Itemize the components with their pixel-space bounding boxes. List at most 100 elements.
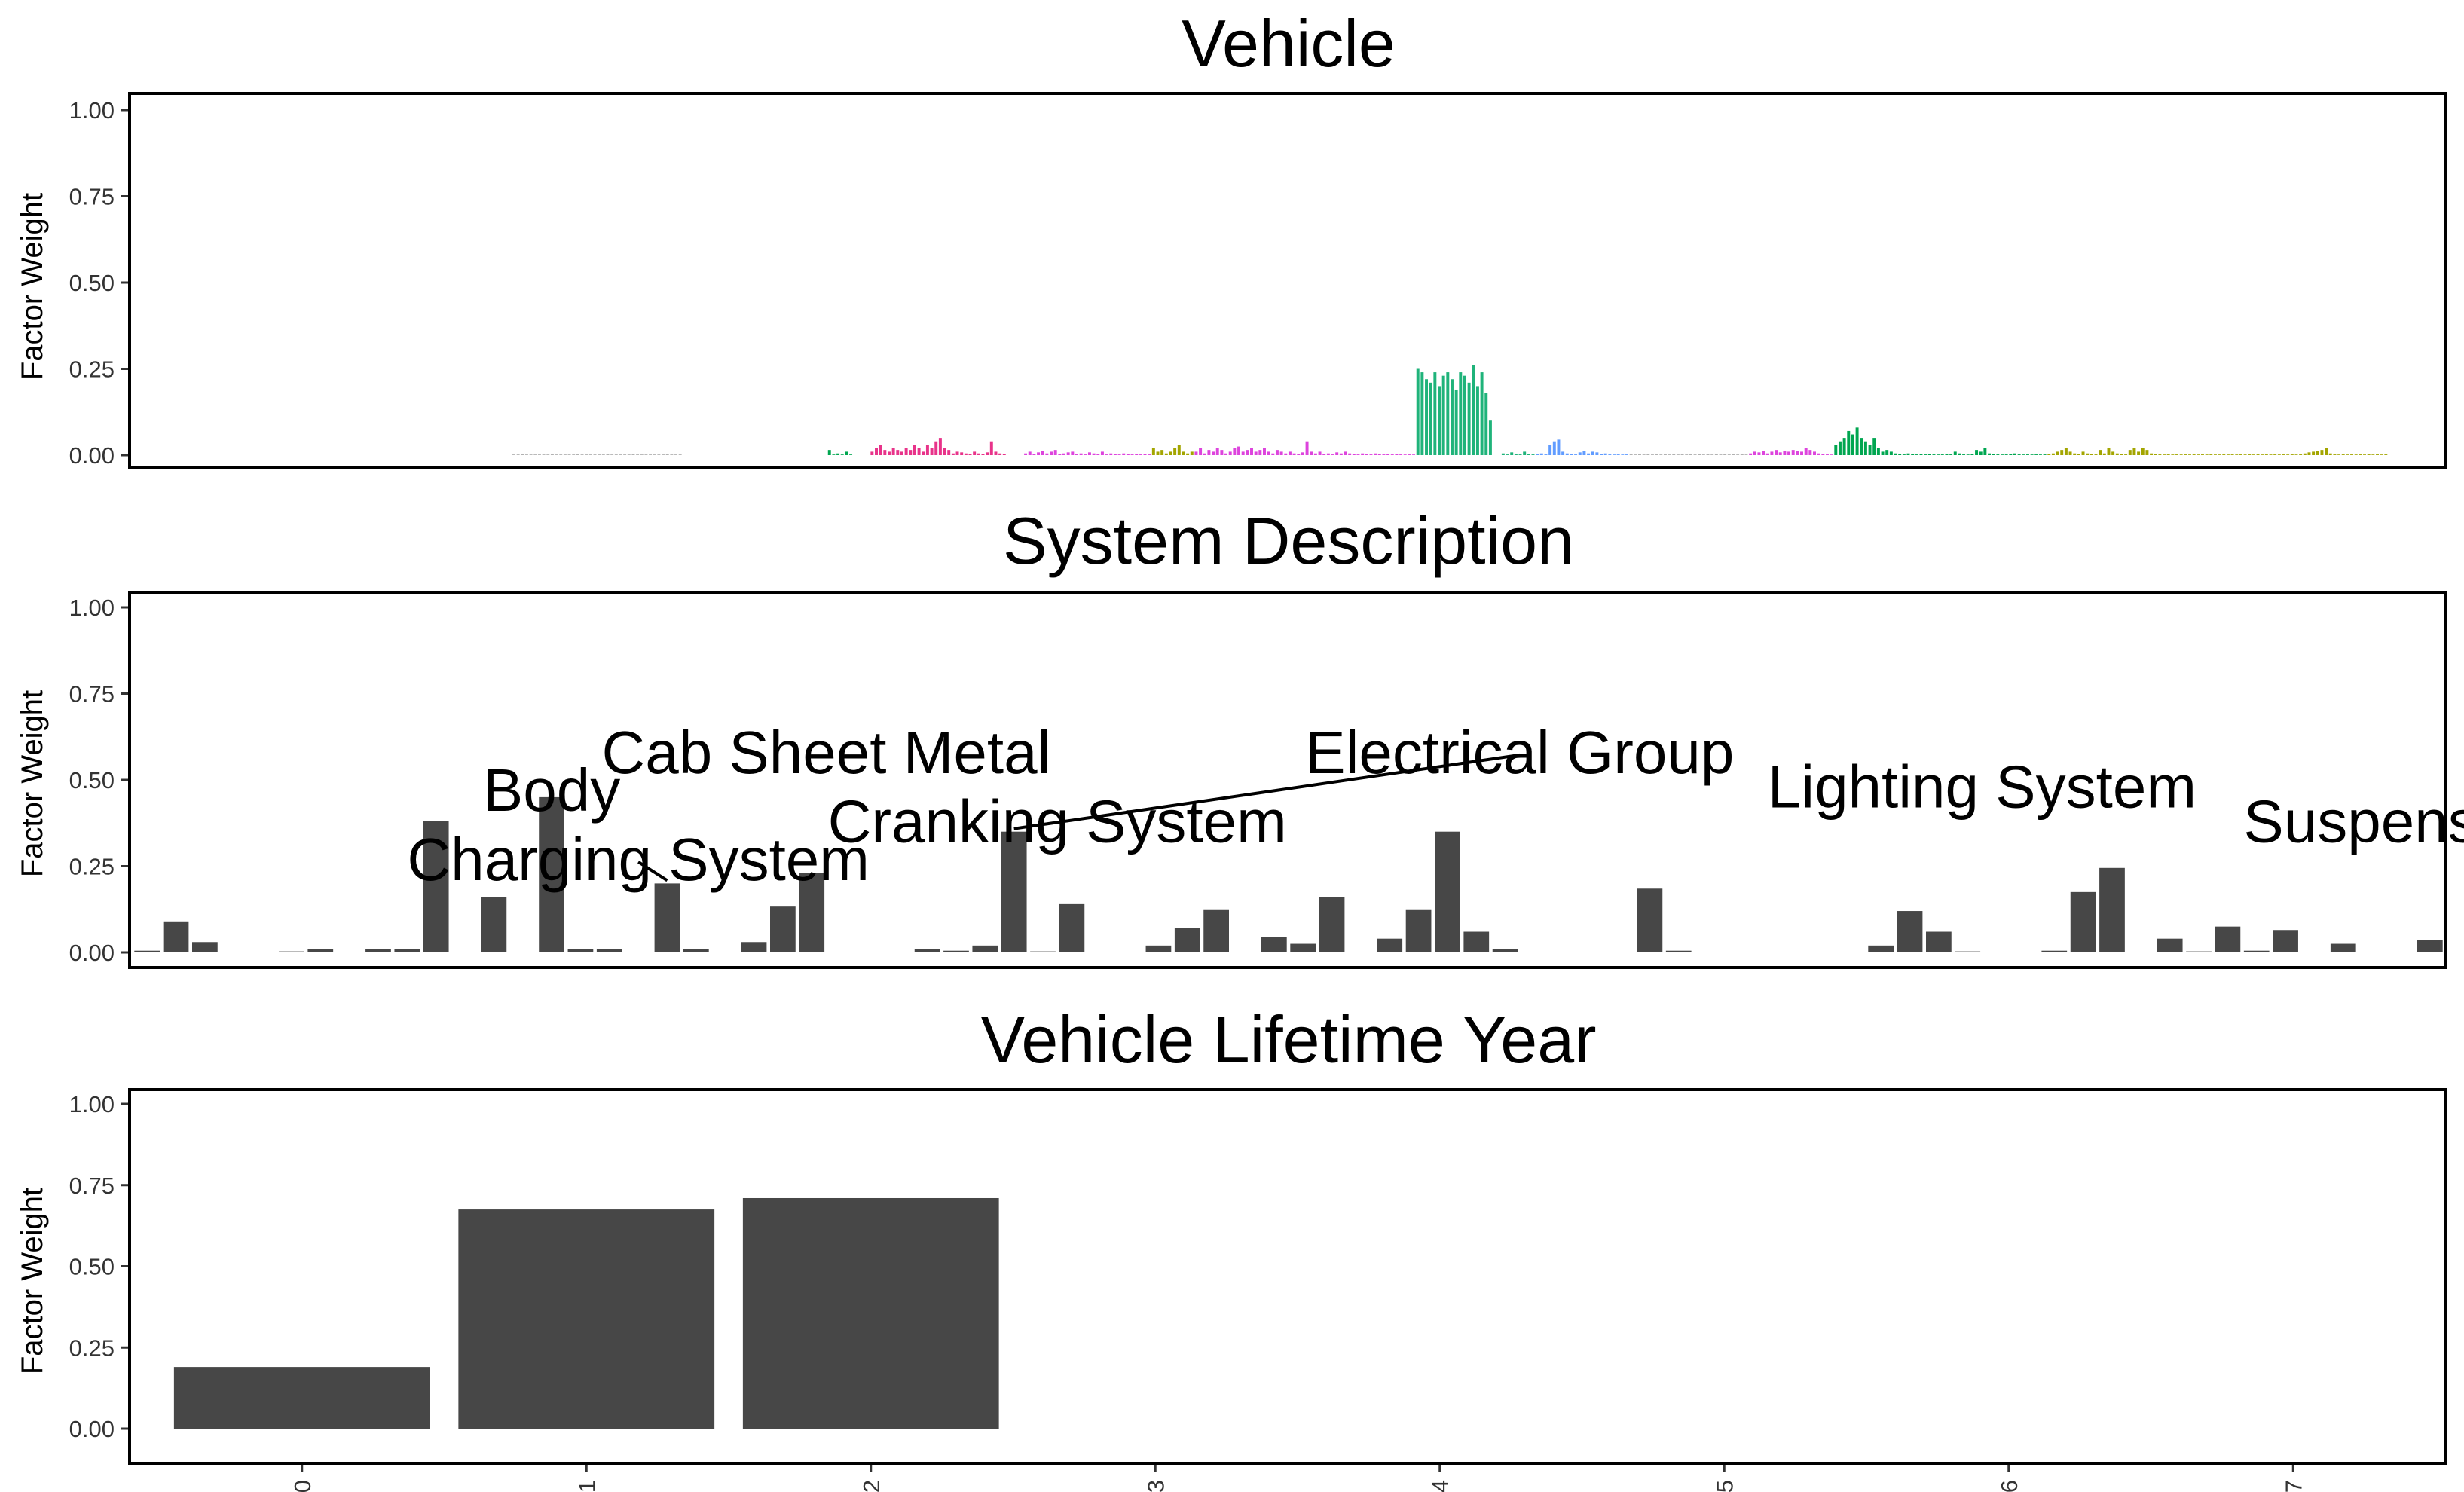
vehicle-bar [1885, 450, 1889, 455]
system-bar [654, 883, 680, 952]
vehicle-bar [1911, 454, 1915, 455]
vehicle-bar [888, 451, 891, 455]
vehicle-bar [1940, 454, 1944, 455]
vehicle-bar [1301, 452, 1304, 455]
vehicle-bar [2001, 454, 2004, 455]
vehicle-bar [1804, 448, 1808, 455]
vehicle-bar [2192, 454, 2196, 455]
vehicle-bar [1075, 454, 1078, 455]
vehicle-bar [567, 454, 571, 455]
vehicle-bar [1668, 454, 1671, 455]
vehicle-bar [1284, 453, 1288, 455]
y-tick-label: 0.50 [69, 1254, 115, 1280]
vehicle-bar [2239, 454, 2242, 455]
vehicle-bar [644, 454, 648, 455]
vehicle-bar [2354, 454, 2358, 455]
vehicle-bar [1062, 453, 1065, 455]
vehicle-bar [1369, 454, 1373, 455]
vehicle-bar [2163, 454, 2166, 455]
vehicle-bar [1783, 451, 1787, 455]
vehicle-bar [1600, 454, 1603, 455]
y-tick-label: 0.00 [69, 442, 115, 469]
vehicle-bar [559, 454, 563, 455]
vehicle-bar [2222, 454, 2226, 455]
vehicle-bar [1915, 454, 1918, 455]
vehicle-bar [1143, 454, 1147, 455]
vehicle-bar [1710, 454, 1714, 455]
system-bar [163, 921, 189, 952]
lifetime-year-y-axis-title: Factor Weight [16, 1188, 49, 1374]
vehicle-bar [2137, 451, 2141, 455]
vehicle-bar [1723, 454, 1727, 455]
system-bar [2099, 867, 2125, 952]
vehicle-bar [512, 454, 515, 455]
vehicle-bar [1182, 451, 1185, 455]
annotation-leader-line [637, 861, 668, 882]
system-bar [1001, 831, 1027, 952]
vehicle-bar [640, 454, 644, 455]
vehicle-bar [2150, 453, 2154, 455]
vehicle-bar [1459, 372, 1463, 455]
vehicle-bar [1071, 451, 1075, 455]
vehicle-bar [529, 454, 533, 455]
system-bar [1203, 909, 1229, 952]
vehicle-bar [1408, 454, 1411, 455]
vehicle-bar [2341, 454, 2345, 455]
vehicle-bar [1032, 454, 1036, 455]
vehicle-bar [1945, 454, 1949, 455]
vehicle-bar [649, 454, 653, 455]
vehicle-bar [879, 445, 882, 455]
vehicle-bar [1646, 454, 1650, 455]
vehicle-bar [563, 454, 567, 455]
vehicle-bar [2243, 454, 2247, 455]
vehicle-bar [1484, 393, 1488, 455]
vehicle-bar [1403, 454, 1407, 455]
vehicle-bar [1050, 451, 1053, 455]
system-bar [2417, 940, 2443, 952]
x-tick-label: 1 [573, 1480, 600, 1492]
vehicle-bar [2307, 452, 2311, 455]
vehicle-bar [1066, 452, 1070, 455]
system-bar [2243, 950, 2270, 952]
vehicle-bar [1719, 454, 1723, 455]
vehicle-bar [1109, 453, 1113, 455]
vehicle-bar [1237, 446, 1241, 455]
vehicle-bar [1045, 453, 1049, 455]
y-tick-label: 0.75 [69, 1173, 115, 1199]
vehicle-bar [576, 454, 579, 455]
vehicle-bar [2235, 454, 2239, 455]
vehicle-bar [1570, 454, 1573, 455]
vehicle-bar [665, 454, 669, 455]
vehicle-bar [2359, 454, 2362, 455]
vehicle-bar [1834, 445, 1838, 455]
vehicle-bar [1937, 454, 1940, 455]
vehicle-bar [1233, 448, 1237, 455]
vehicle-bar [2115, 453, 2119, 455]
vehicle-bar [1587, 453, 1591, 455]
vehicle-bar [1762, 451, 1765, 455]
vehicle-bar [1365, 454, 1368, 455]
vehicle-bar [1770, 451, 1774, 455]
system-bar [1145, 945, 1172, 952]
vehicle-bar [1744, 454, 1748, 455]
system-bar [2041, 950, 2068, 952]
vehicle-bar [1348, 453, 1352, 455]
vehicle-bar [1796, 451, 1799, 455]
vehicle-bar [1241, 451, 1245, 455]
system-annotation-label: Lighting System [1768, 754, 2197, 821]
system-description-panel: System Description Factor Weight 0.00 0.2… [16, 503, 2464, 969]
vehicle-bar [550, 454, 554, 455]
vehicle-bar [2282, 454, 2285, 455]
vehicle-bar [2017, 454, 2021, 455]
system-annotation-label: Cab Sheet Metal [601, 719, 1050, 786]
vehicle-bar [1463, 375, 1466, 455]
vehicle-bar [2081, 451, 2085, 455]
vehicle-bar [891, 448, 895, 455]
vehicle-bar [1523, 451, 1527, 455]
vehicle-bar [1706, 454, 1710, 455]
vehicle-bar [1838, 441, 1842, 455]
vehicle-bar [1791, 450, 1795, 455]
vehicle-bar [2226, 454, 2230, 455]
vehicle-bar [947, 450, 951, 455]
